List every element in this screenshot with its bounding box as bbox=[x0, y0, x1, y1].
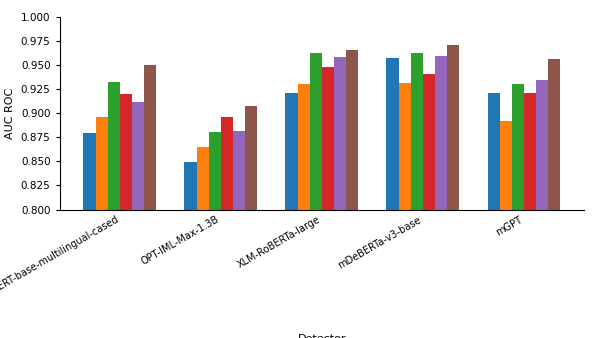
Bar bbox=[524, 93, 536, 338]
Bar bbox=[399, 83, 411, 338]
Bar bbox=[334, 57, 346, 338]
Bar bbox=[499, 121, 512, 338]
Bar bbox=[120, 94, 132, 338]
Bar bbox=[423, 74, 435, 338]
Bar bbox=[83, 134, 95, 338]
Bar bbox=[184, 162, 197, 338]
Bar bbox=[411, 52, 423, 338]
Bar bbox=[548, 59, 560, 338]
Bar bbox=[209, 131, 221, 338]
Bar bbox=[322, 67, 334, 338]
Bar bbox=[132, 102, 144, 338]
Bar bbox=[310, 52, 322, 338]
Bar bbox=[346, 50, 358, 338]
Legend: originally trained, adversarially trained m2m100-1.2B, adversarially trained Peg: originally trained, adversarially traine… bbox=[101, 334, 542, 338]
Bar bbox=[197, 147, 209, 338]
Bar bbox=[95, 117, 108, 338]
Bar bbox=[285, 93, 297, 338]
Bar bbox=[245, 106, 257, 338]
Y-axis label: AUC ROC: AUC ROC bbox=[5, 88, 15, 139]
Bar bbox=[233, 130, 245, 338]
Bar bbox=[386, 58, 399, 338]
Bar bbox=[447, 45, 460, 338]
Bar bbox=[221, 117, 233, 338]
Bar bbox=[536, 79, 548, 338]
Bar bbox=[512, 84, 524, 338]
Bar bbox=[297, 84, 310, 338]
Bar bbox=[435, 56, 447, 338]
Bar bbox=[108, 82, 120, 338]
Bar bbox=[144, 65, 156, 338]
Bar bbox=[488, 93, 499, 338]
